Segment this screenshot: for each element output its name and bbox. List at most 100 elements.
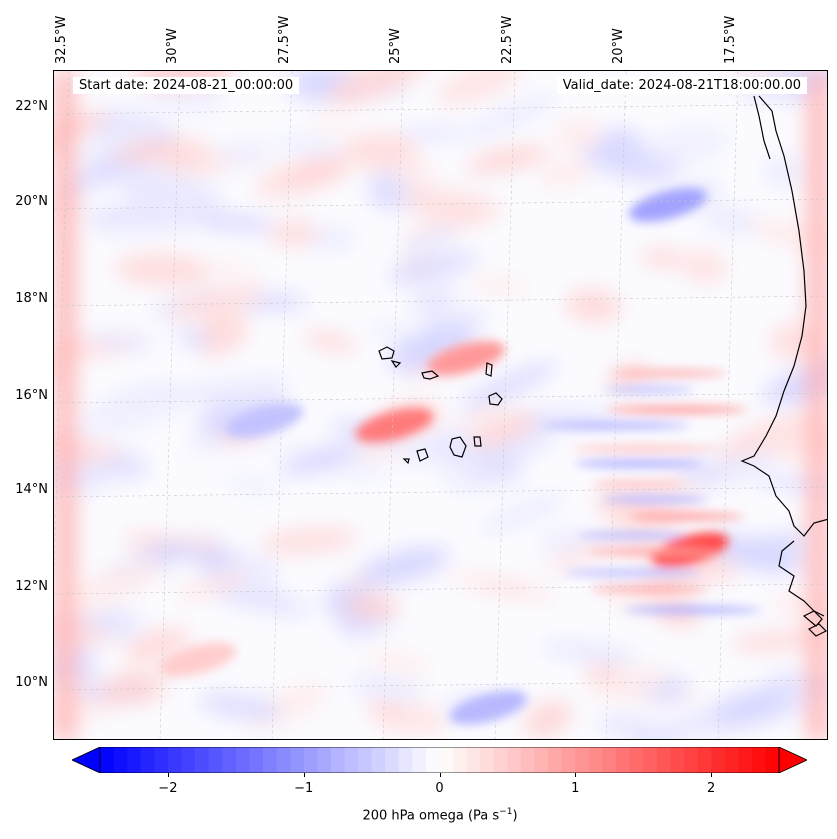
omega-patch xyxy=(398,127,472,140)
colorbar-cell xyxy=(453,747,468,773)
graticule xyxy=(54,71,827,739)
colorbar-cell xyxy=(385,747,400,773)
omega-patch xyxy=(197,693,284,720)
colorbar-tick-label: 1 xyxy=(571,781,580,796)
northeast-negative-arc xyxy=(628,187,707,223)
cape-verde-maio xyxy=(473,436,482,447)
longitude-label: 22.5°W xyxy=(500,15,515,64)
omega-patch xyxy=(59,557,164,616)
edge-positive-band xyxy=(54,71,76,739)
colorbar-cell xyxy=(371,747,386,773)
colorbar-cell xyxy=(249,747,264,773)
coastal-streak xyxy=(590,585,708,593)
colorbar-cell xyxy=(670,747,685,773)
omega-patch xyxy=(187,379,291,409)
omega-patch xyxy=(289,156,346,180)
colorbar-extend-min xyxy=(72,747,101,773)
southwest-positive-patch xyxy=(158,642,237,677)
omega-patch xyxy=(85,203,201,234)
colorbar-cell xyxy=(507,747,522,773)
omega-patch xyxy=(207,263,258,276)
omega-patch xyxy=(327,71,429,105)
colorbar-tick-label: −1 xyxy=(294,781,314,796)
colorbar-cell xyxy=(548,747,563,773)
omega-patch xyxy=(394,157,436,193)
coastal-streak xyxy=(603,386,695,394)
colorbar-cell xyxy=(127,747,142,773)
omega-patch xyxy=(304,331,357,352)
colorbar-cell xyxy=(629,747,644,773)
colorbar-cell xyxy=(317,747,332,773)
colorbar-cell xyxy=(697,747,712,773)
omega-patch xyxy=(462,93,558,140)
omega-patch xyxy=(140,543,236,557)
omega-patch xyxy=(459,361,559,409)
cape-verde-fogo xyxy=(416,448,429,462)
colorbar-cell xyxy=(602,747,617,773)
colorbar-cell xyxy=(222,747,237,773)
omega-patch xyxy=(596,717,653,734)
valid-date-label: Valid_date: 2024-08-21T18:00:00.00 xyxy=(556,77,807,94)
colorbar-cell xyxy=(303,747,318,773)
cape-verde-sao-nicolau xyxy=(421,370,440,380)
colorbar-cell xyxy=(765,747,780,773)
omega-patch xyxy=(630,719,699,739)
colorbar-tick xyxy=(711,773,713,777)
omega-patch xyxy=(312,113,353,133)
parallel-line xyxy=(54,679,827,691)
parallel-line xyxy=(54,583,827,595)
latitude-label: 10°N xyxy=(15,675,48,690)
omega-patch xyxy=(281,443,360,476)
meridian-line xyxy=(494,71,516,739)
guinea-coast xyxy=(778,540,825,617)
cape-verde-sal xyxy=(485,362,493,377)
colorbar-tick-label: 0 xyxy=(435,781,444,796)
omega-patch xyxy=(400,225,459,253)
colorbar-cell xyxy=(466,747,481,773)
omega-patch xyxy=(730,630,827,651)
omega-streaks xyxy=(158,187,763,725)
omega-patch xyxy=(765,156,802,188)
omega-patch xyxy=(754,476,827,493)
africa-coastline xyxy=(740,95,827,537)
colorbar-cell xyxy=(520,747,536,773)
omega-patch xyxy=(358,547,450,585)
colorbar-tick xyxy=(303,773,305,777)
colorbar-cell xyxy=(711,747,726,773)
colorbar-cell xyxy=(588,747,603,773)
omega-patch xyxy=(769,322,818,361)
coastal-streak xyxy=(623,606,763,614)
colorbar-cell xyxy=(235,747,250,773)
omega-patch xyxy=(641,248,685,268)
latitude-label: 12°N xyxy=(15,579,48,594)
omega-patch xyxy=(309,228,357,249)
longitude-label: 25°W xyxy=(388,28,403,64)
omega-patch xyxy=(540,641,639,663)
coastal-streak xyxy=(612,369,728,377)
coastal-streak xyxy=(564,569,703,577)
parallel-line xyxy=(54,486,827,498)
colorbar-cell xyxy=(493,747,508,773)
colorbar-outline xyxy=(99,747,780,773)
cape-verde-brava xyxy=(402,458,410,465)
omega-patch xyxy=(190,213,275,232)
omega-patch xyxy=(565,288,622,323)
cape-verde-santo-antao xyxy=(378,346,395,360)
colorbar-cell xyxy=(330,747,345,773)
omega-patch xyxy=(366,647,430,677)
coastlines xyxy=(378,95,827,637)
omega-patch xyxy=(404,188,501,223)
omega-patch xyxy=(436,71,524,106)
omega-patch xyxy=(544,538,618,572)
omega-field xyxy=(54,71,827,739)
omega-patch xyxy=(597,127,639,153)
omega-patch xyxy=(344,594,401,620)
map-panel xyxy=(53,70,828,740)
omega-patch xyxy=(674,463,722,484)
omega-patch xyxy=(260,527,358,554)
omega-contour-fill xyxy=(54,71,827,739)
omega-patch xyxy=(227,474,279,498)
latitude-label: 16°N xyxy=(15,388,48,403)
omega-patch xyxy=(274,135,344,158)
meridian-line xyxy=(382,71,404,739)
